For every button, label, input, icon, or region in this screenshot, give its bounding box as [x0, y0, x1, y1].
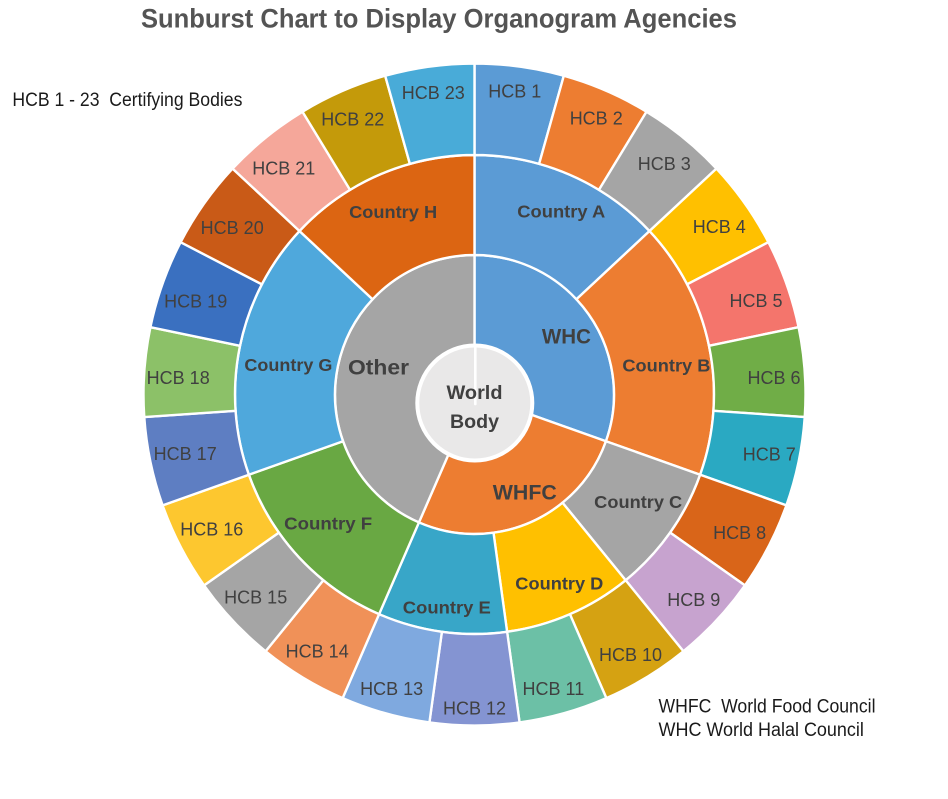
svg-text:HCB 8: HCB 8	[713, 523, 766, 543]
svg-text:HCB 12: HCB 12	[443, 699, 506, 719]
svg-text:Sunburst Chart to Display Orga: Sunburst Chart to Display Organogram Age…	[141, 4, 737, 34]
svg-text:HCB 18: HCB 18	[147, 368, 210, 388]
svg-text:HCB 4: HCB 4	[693, 217, 746, 237]
svg-text:HCB 22: HCB 22	[321, 110, 384, 130]
svg-text:WHC: WHC	[542, 324, 591, 348]
svg-text:Country D: Country D	[515, 574, 603, 594]
svg-text:Country A: Country A	[517, 202, 605, 222]
svg-text:HCB 9: HCB 9	[667, 590, 720, 610]
svg-text:Country C: Country C	[594, 492, 682, 512]
svg-text:HCB 17: HCB 17	[154, 444, 217, 464]
svg-text:HCB 21: HCB 21	[252, 159, 315, 179]
svg-text:HCB 1 - 23 Certifying Bodies: HCB 1 - 23 Certifying Bodies	[12, 90, 242, 111]
svg-text:Country E: Country E	[403, 597, 491, 617]
svg-text:HCB 2: HCB 2	[570, 109, 623, 129]
svg-text:Country F: Country F	[284, 513, 372, 533]
svg-text:HCB 11: HCB 11	[523, 679, 585, 699]
svg-text:WHC World Halal Council: WHC World Halal Council	[659, 720, 864, 741]
svg-text:Country G: Country G	[244, 355, 332, 375]
svg-text:WHFC: WHFC	[493, 481, 557, 505]
svg-text:HCB 1: HCB 1	[488, 82, 541, 102]
svg-text:Country H: Country H	[349, 202, 437, 222]
svg-text:HCB 20: HCB 20	[201, 218, 264, 238]
svg-text:Country B: Country B	[622, 356, 710, 376]
svg-text:Other: Other	[348, 356, 410, 380]
svg-text:HCB 23: HCB 23	[402, 83, 465, 103]
svg-text:WHFC World Food Council: WHFC World Food Council	[659, 697, 876, 718]
svg-text:HCB 19: HCB 19	[164, 292, 227, 312]
svg-text:HCB 15: HCB 15	[224, 588, 287, 608]
svg-text:HCB 6: HCB 6	[747, 368, 800, 388]
svg-text:HCB 14: HCB 14	[286, 642, 349, 662]
svg-text:HCB 3: HCB 3	[638, 154, 691, 174]
svg-text:HCB 5: HCB 5	[729, 291, 782, 311]
svg-text:HCB 13: HCB 13	[360, 679, 423, 699]
svg-text:HCB 16: HCB 16	[180, 520, 243, 540]
svg-text:World: World	[447, 382, 503, 404]
svg-text:HCB 7: HCB 7	[743, 445, 796, 465]
svg-text:Body: Body	[450, 411, 499, 433]
svg-text:HCB 10: HCB 10	[599, 645, 662, 665]
